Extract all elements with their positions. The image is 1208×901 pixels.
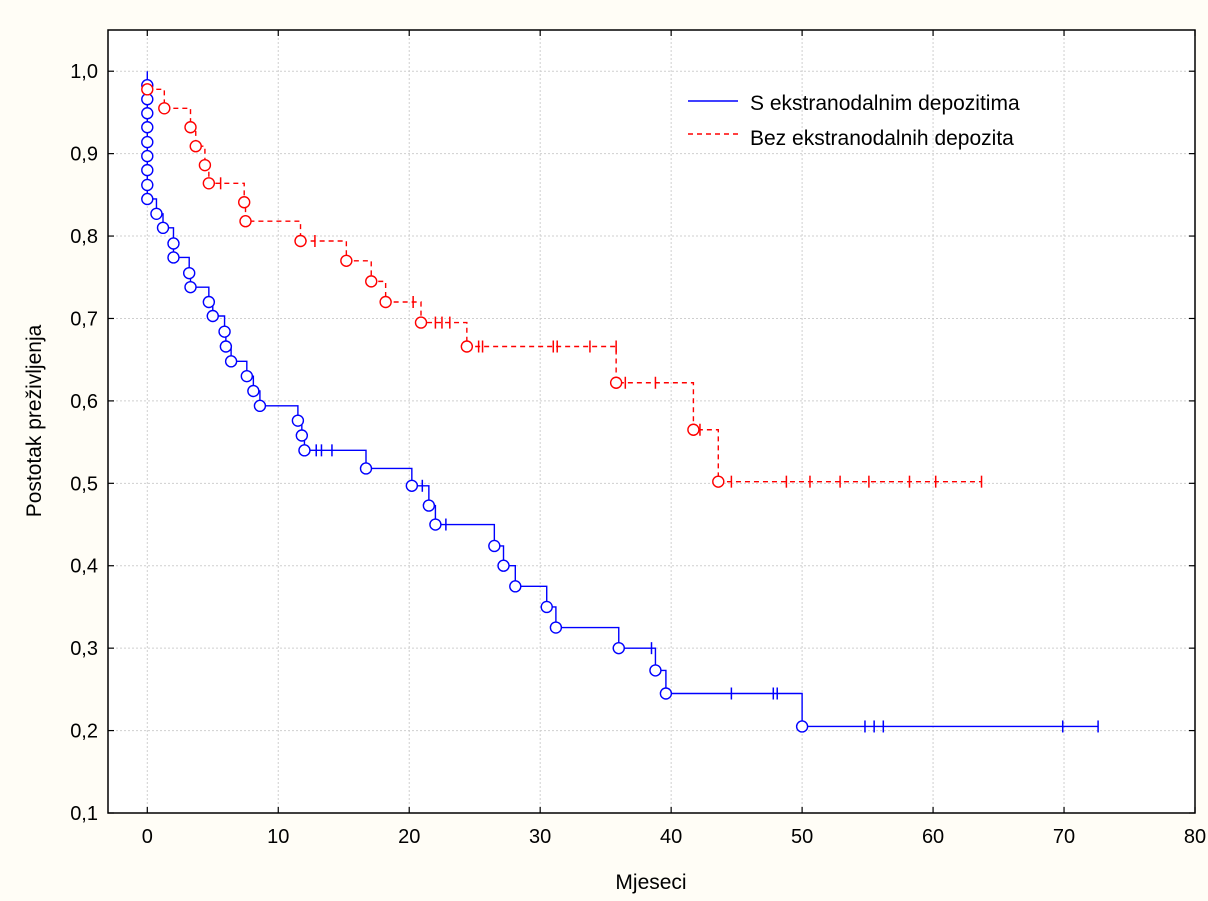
- series-0-event-16: [206, 309, 219, 323]
- series-0-event-20: [240, 369, 254, 383]
- y-axis-title: Postotak preživljenja: [23, 324, 46, 517]
- plot-area: [108, 30, 1195, 813]
- series-0-event-14: [184, 280, 197, 294]
- x-tick-label-3: 30: [529, 826, 551, 848]
- y-tick-label-8: 0,9: [70, 144, 98, 166]
- series-1-line: [147, 88, 982, 483]
- y-tick-label-7: 0,8: [70, 226, 98, 248]
- x-tick-label-6: 60: [922, 826, 944, 848]
- series-0-event-32: [509, 580, 522, 593]
- x-tick-label-0: 0: [142, 826, 153, 848]
- legend: S ekstranodalnim depozitima Bez ekstrano…: [688, 92, 1020, 150]
- series-0-event-27: [405, 479, 419, 492]
- series-0-event-34: [549, 621, 563, 634]
- series-1-event-0: [141, 83, 154, 96]
- series-1-event-14: [609, 376, 623, 389]
- series-1-event-10: [365, 275, 378, 288]
- series-0-event-33: [540, 600, 553, 614]
- x-tick-label-7: 70: [1053, 826, 1075, 848]
- y-tick-label-5: 0,6: [70, 391, 98, 413]
- series-1: [141, 83, 983, 488]
- grid: [108, 30, 1196, 814]
- series-0-event-10: [156, 221, 170, 235]
- series-1-event-8: [294, 234, 307, 248]
- series-0-event-4: [141, 135, 154, 149]
- y-tick-label-3: 0,4: [70, 556, 98, 578]
- series-0-event-13: [182, 266, 196, 280]
- series-0-event-15: [202, 295, 216, 309]
- x-tick-label-8: 80: [1184, 826, 1206, 848]
- y-tick-label-4: 0,5: [70, 473, 98, 495]
- series-1-event-2: [184, 121, 197, 134]
- legend-label-bez-ekstranodalnih: Bez ekstranodalnih depozita: [750, 127, 1014, 150]
- series-0-event-6: [141, 163, 154, 177]
- series-0-event-24: [295, 429, 309, 442]
- series-0-event-30: [488, 539, 501, 553]
- series-0-event-26: [359, 462, 373, 475]
- series-0-event-8: [141, 192, 154, 206]
- y-tick-label-1: 0,2: [70, 721, 98, 743]
- x-tick-label-1: 10: [267, 826, 289, 848]
- series-layer: [141, 71, 1099, 733]
- series-0-event-25: [298, 444, 311, 457]
- plot-frame: [107, 29, 1196, 814]
- series-1-event-11: [379, 295, 392, 309]
- series-1-event-6: [238, 196, 251, 209]
- series-0-event-36: [649, 664, 662, 677]
- series-0-event-21: [247, 384, 260, 398]
- series-1-event-7: [239, 215, 252, 228]
- series-0-event-29: [429, 518, 442, 531]
- series-1-event-16: [712, 475, 725, 488]
- series-0-event-2: [141, 107, 154, 120]
- x-tick-label-2: 20: [398, 826, 420, 848]
- series-0-event-11: [167, 237, 180, 250]
- series-1-event-3: [189, 140, 202, 153]
- series-0-event-12: [167, 251, 180, 264]
- x-axis-title: Mjeseci: [615, 871, 686, 894]
- series-0-event-37: [659, 687, 673, 700]
- series-1-event-1: [158, 102, 171, 115]
- series-0-event-5: [141, 149, 154, 163]
- series-0-event-28: [422, 499, 436, 512]
- series-1-event-5: [202, 177, 216, 190]
- legend-label-s-ekstranodalnim: S ekstranodalnim depozitima: [750, 92, 1020, 115]
- series-1-event-15: [687, 423, 700, 436]
- series-0-event-38: [795, 720, 809, 733]
- axis-ticks: 0 10 20 30 40 50 60 70 80 0,1 0,2 0,3 0,4 0,5 0,6 0,7 0,…: [70, 30, 1206, 848]
- series-0-event-7: [141, 178, 154, 192]
- series-1-event-13: [460, 340, 474, 353]
- x-tick-label-5: 50: [791, 826, 813, 848]
- x-tick-label-4: 40: [660, 826, 682, 848]
- series-0-event-35: [612, 641, 625, 655]
- series-1-event-4: [198, 158, 212, 172]
- series-0-event-18: [219, 340, 233, 353]
- series-1-event-9: [340, 254, 353, 267]
- series-0-event-3: [141, 121, 154, 134]
- series-0-event-23: [291, 414, 305, 427]
- y-tick-label-2: 0,3: [70, 638, 98, 660]
- y-tick-label-6: 0,7: [70, 308, 98, 330]
- series-0-event-31: [497, 559, 510, 572]
- y-tick-label-9: 1,0: [70, 61, 98, 83]
- series-0-event-17: [218, 325, 231, 338]
- series-0-event-19: [224, 355, 238, 368]
- series-0-event-22: [253, 399, 267, 413]
- series-0: [141, 71, 1099, 733]
- y-tick-label-0: 0,1: [70, 803, 98, 825]
- series-1-event-12: [414, 316, 428, 329]
- series-0-event-9: [150, 207, 163, 220]
